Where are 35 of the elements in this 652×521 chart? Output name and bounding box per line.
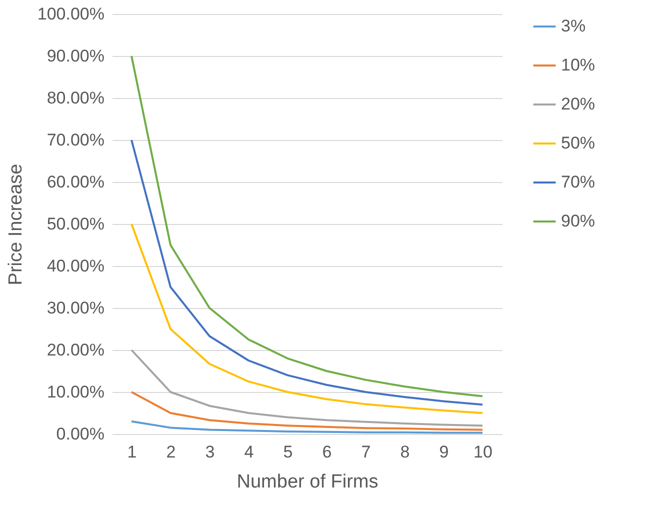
x-tick-label: 5 xyxy=(283,442,293,462)
legend-label: 90% xyxy=(561,212,596,230)
x-axis-title: Number of Firms xyxy=(236,472,378,492)
y-axis-title: Price Increase xyxy=(5,164,26,286)
y-tick-label: 50.00% xyxy=(46,214,104,234)
x-tick-label: 3 xyxy=(205,442,215,462)
y-tick-label: 20.00% xyxy=(46,340,104,360)
x-tick-label: 8 xyxy=(400,442,410,462)
y-tick-label: 90.00% xyxy=(46,46,104,66)
y-tick-label: 100.00% xyxy=(37,4,104,24)
x-tick-label: 4 xyxy=(244,442,254,462)
x-tick-label: 7 xyxy=(361,442,371,462)
y-tick-label: 30.00% xyxy=(46,298,104,318)
y-tick-label: 70.00% xyxy=(46,130,104,150)
x-tick-label: 6 xyxy=(322,442,332,462)
y-tick-label: 0.00% xyxy=(56,424,104,444)
line-series xyxy=(130,139,484,406)
legend-label: 10% xyxy=(561,56,596,74)
y-tick-label: 60.00% xyxy=(46,172,104,192)
line-series xyxy=(130,349,484,427)
legend-label: 70% xyxy=(561,172,596,192)
y-tick-label: 80.00% xyxy=(46,88,104,108)
legend-label: 50% xyxy=(561,134,596,152)
x-tick-label: 2 xyxy=(166,442,176,462)
legend-label: 20% xyxy=(561,94,596,114)
line-series xyxy=(130,55,484,398)
x-tick-label: 10 xyxy=(474,442,492,462)
legend-label: 3% xyxy=(561,16,586,36)
line-series xyxy=(130,391,484,431)
y-tick-label: 10.00% xyxy=(46,382,104,402)
line-series xyxy=(130,223,484,414)
x-tick-label: 1 xyxy=(127,442,137,462)
y-tick-label: 40.00% xyxy=(46,256,104,276)
line-series xyxy=(130,420,484,434)
x-tick-label: 9 xyxy=(439,442,449,462)
